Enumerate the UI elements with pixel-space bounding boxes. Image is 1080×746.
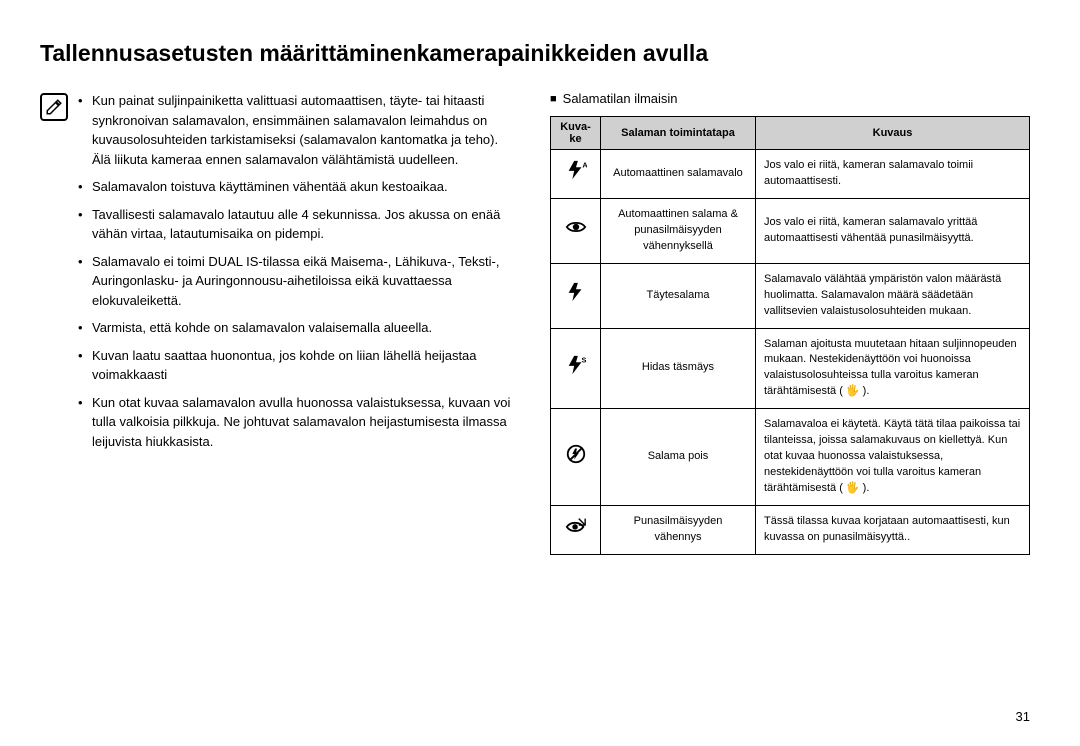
flash-mode-desc: Tässä tilassa kuvaa korjataan automaatti… <box>756 505 1030 554</box>
flash-mode-desc: Salamavalo välähtää ympäristön valon mää… <box>756 263 1030 328</box>
table-row: Täytesalama Salamavalo välähtää ympärist… <box>551 263 1030 328</box>
flash-redeye-fix-icon <box>551 505 601 554</box>
flash-mode-table: Kuva-ke Salaman toimintatapa Kuvaus A Au… <box>550 116 1030 555</box>
bullet-list: Kun painat suljinpainiketta valittuasi a… <box>78 91 520 555</box>
flash-redeye-icon <box>551 198 601 263</box>
flash-mode-name: Täytesalama <box>601 263 756 328</box>
svg-text:A: A <box>582 161 587 170</box>
flash-mode-name: Automaattinen salamavalo <box>601 150 756 199</box>
table-row: S Hidas täsmäys Salaman ajoitusta muutet… <box>551 328 1030 409</box>
page-title: Tallennusasetusten määrittäminenkamerapa… <box>40 40 1040 67</box>
flash-mode-desc: Salaman ajoitusta muutetaan hitaan sulji… <box>756 328 1030 409</box>
flash-table-body: A Automaattinen salamavalo Jos valo ei r… <box>551 150 1030 555</box>
flash-mode-desc: Salamavaloa ei käytetä. Käytä tätä tilaa… <box>756 409 1030 506</box>
note-icon <box>40 93 68 121</box>
content-wrapper: Kun painat suljinpainiketta valittuasi a… <box>40 91 1040 555</box>
table-section-label-text: Salamatilan ilmaisin <box>563 91 678 106</box>
flash-mode-desc: Jos valo ei riitä, kameran salamavalo to… <box>756 150 1030 199</box>
flash-mode-name: Hidas täsmäys <box>601 328 756 409</box>
flash-auto-icon: A <box>551 150 601 199</box>
bullet-item: Kuvan laatu saattaa huonontua, jos kohde… <box>78 346 520 385</box>
flash-fill-icon <box>551 263 601 328</box>
flash-mode-name: Salama pois <box>601 409 756 506</box>
page-number: 31 <box>1016 709 1030 724</box>
th-icon: Kuva-ke <box>551 117 601 150</box>
flash-mode-name: Automaattinen salama & punasilmäisyyden … <box>601 198 756 263</box>
table-row: Punasilmäisyyden vähennys Tässä tilassa … <box>551 505 1030 554</box>
bullet-item: Salamavalon toistuva käyttäminen vähentä… <box>78 177 520 197</box>
flash-slow-icon: S <box>551 328 601 409</box>
bullet-item: Varmista, että kohde on salamavalon vala… <box>78 318 520 338</box>
bullet-item: Kun painat suljinpainiketta valittuasi a… <box>78 91 520 169</box>
table-row: Automaattinen salama & punasilmäisyyden … <box>551 198 1030 263</box>
table-row: A Automaattinen salamavalo Jos valo ei r… <box>551 150 1030 199</box>
flash-off-icon <box>551 409 601 506</box>
svg-text:S: S <box>581 355 586 364</box>
table-section-label: Salamatilan ilmaisin <box>550 91 1030 106</box>
bullet-item: Salamavalo ei toimi DUAL IS-tilassa eikä… <box>78 252 520 311</box>
th-desc: Kuvaus <box>756 117 1030 150</box>
table-row: Salama pois Salamavaloa ei käytetä. Käyt… <box>551 409 1030 506</box>
th-mode: Salaman toimintatapa <box>601 117 756 150</box>
right-column: Salamatilan ilmaisin Kuva-ke Salaman toi… <box>550 91 1030 555</box>
flash-mode-desc: Jos valo ei riitä, kameran salamavalo yr… <box>756 198 1030 263</box>
flash-mode-name: Punasilmäisyyden vähennys <box>601 505 756 554</box>
bullet-item: Tavallisesti salamavalo latautuu alle 4 … <box>78 205 520 244</box>
bullet-item: Kun otat kuvaa salamavalon avulla huonos… <box>78 393 520 452</box>
left-column: Kun painat suljinpainiketta valittuasi a… <box>40 91 520 555</box>
